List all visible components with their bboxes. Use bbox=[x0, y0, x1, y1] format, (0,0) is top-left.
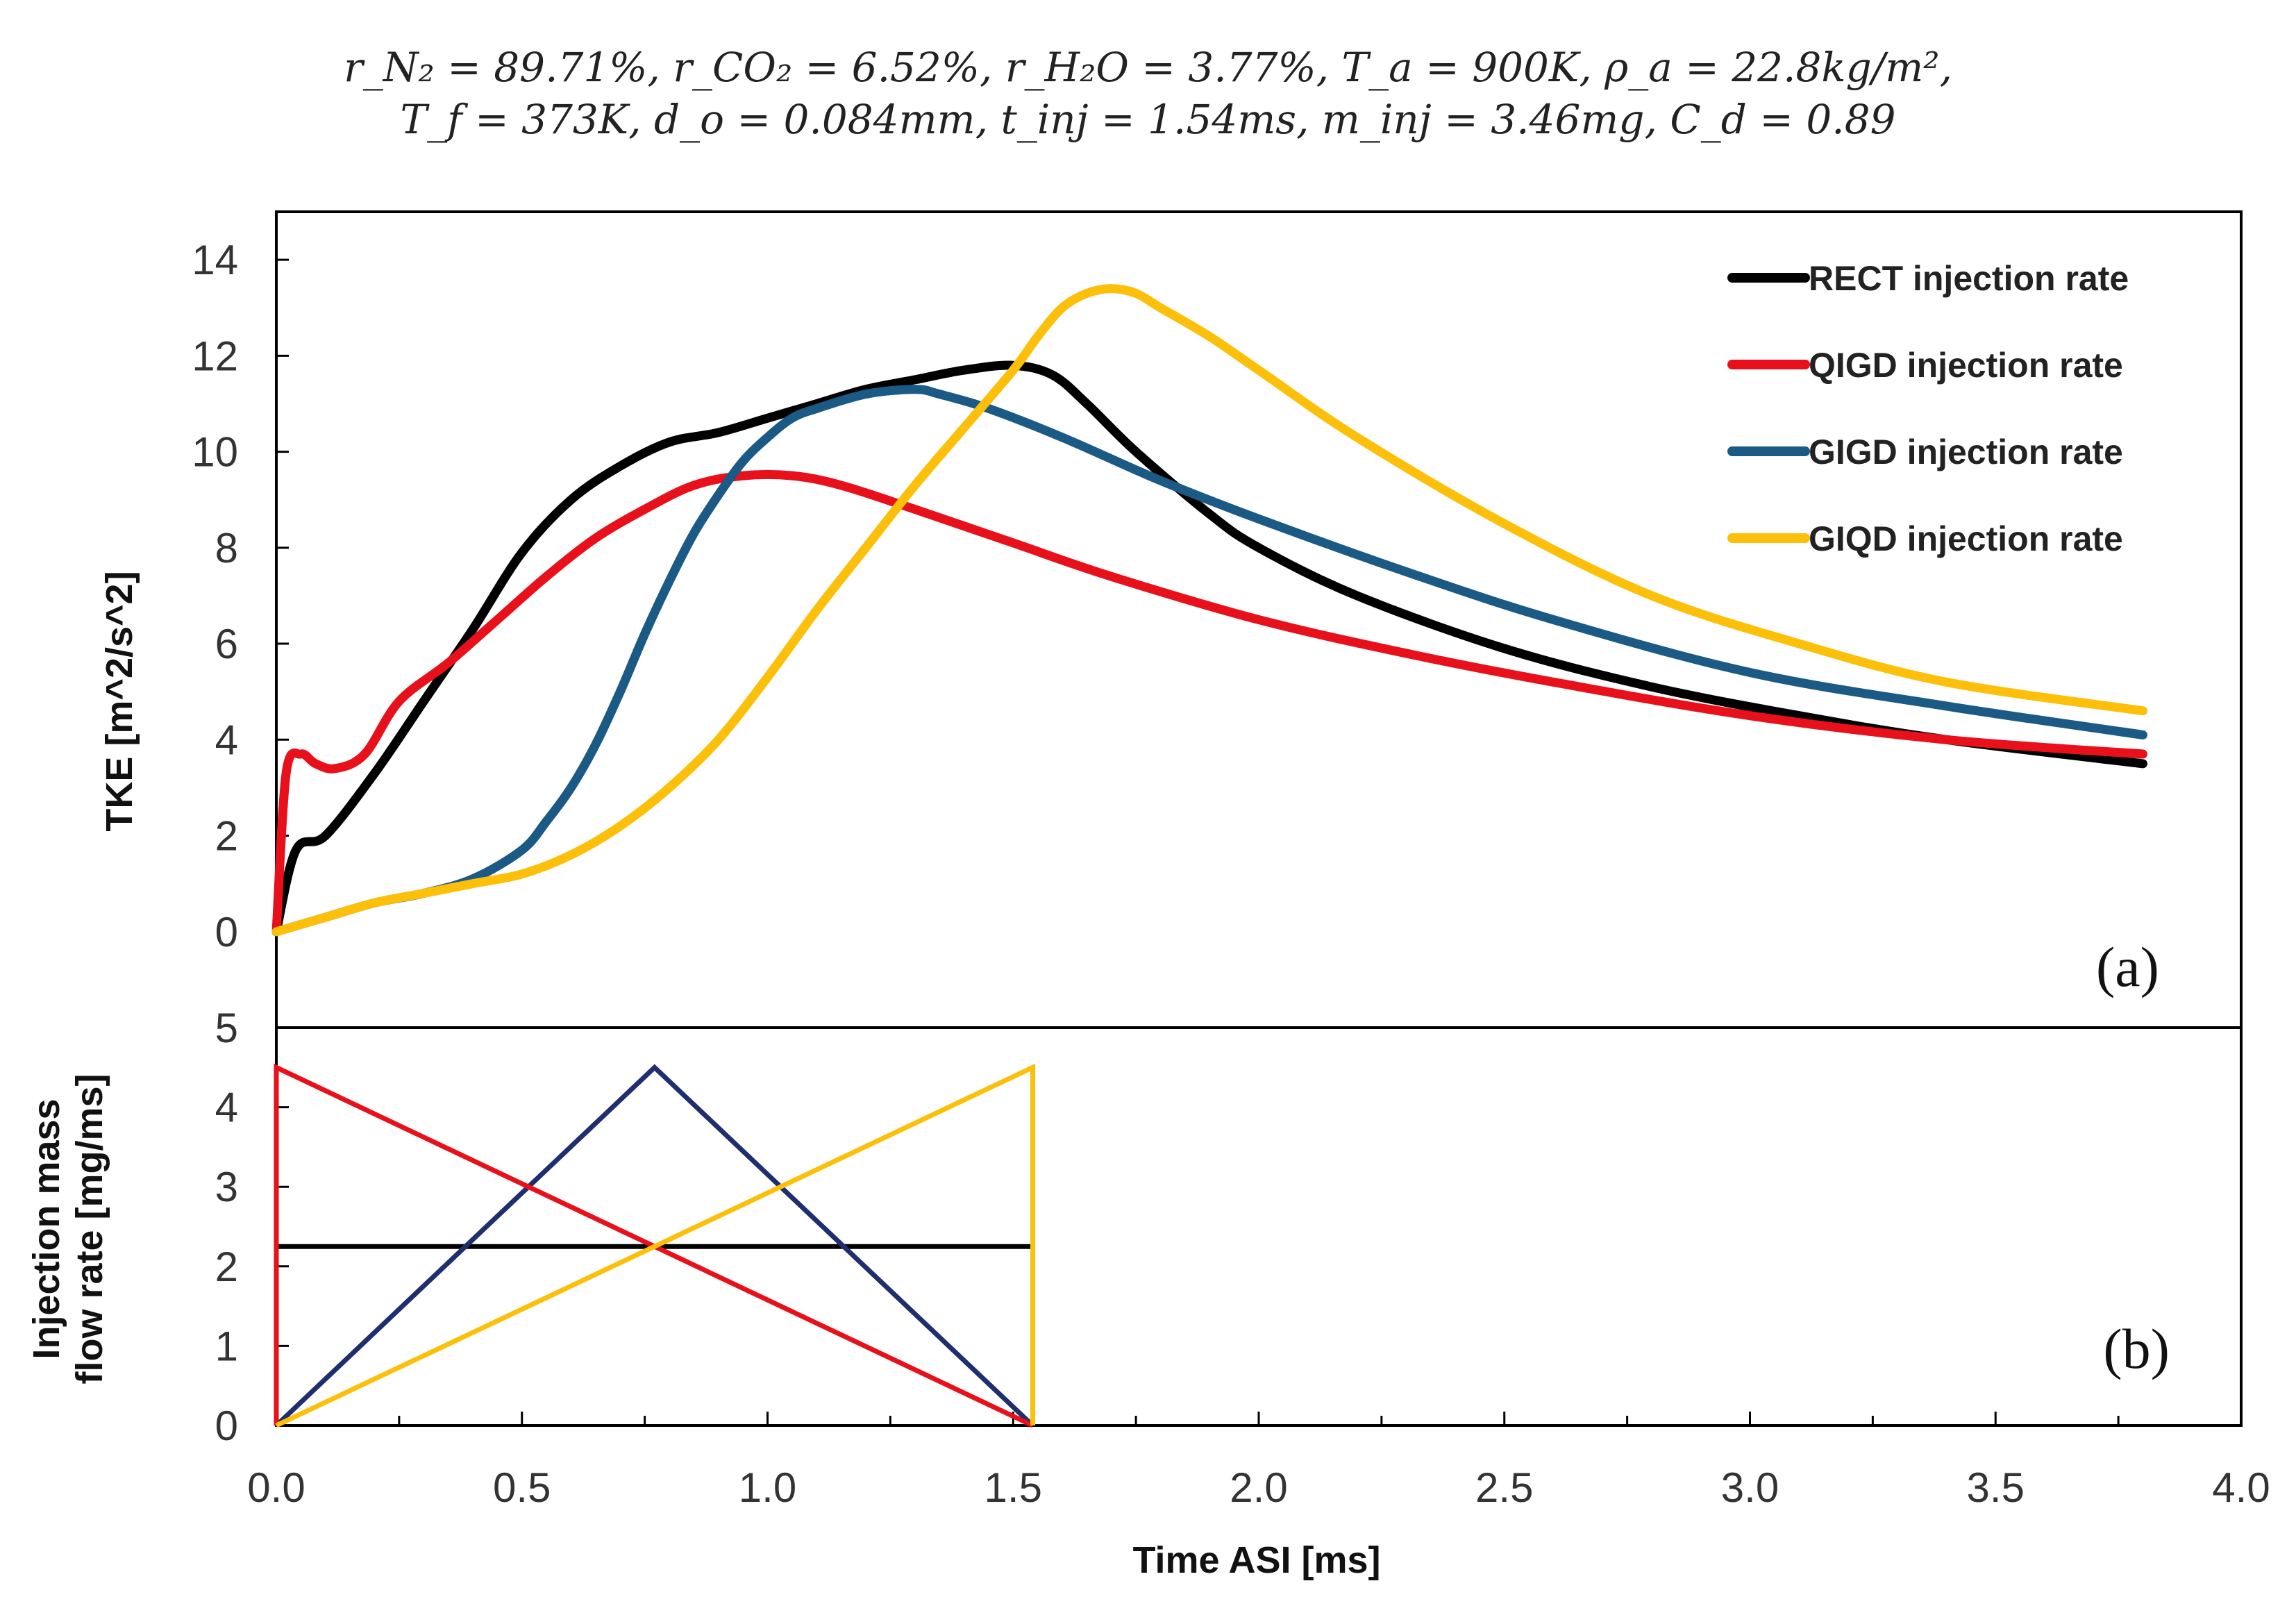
x-tick-label: 3.0 bbox=[1721, 1464, 1779, 1511]
series-qigd-rate-line bbox=[274, 1063, 1034, 1428]
panel-a-y-tick-label: 12 bbox=[192, 333, 238, 379]
panel-b-y-tick-label: 3 bbox=[215, 1164, 238, 1210]
x-tick-label: 4.0 bbox=[2212, 1464, 2270, 1511]
panel-a-y-tick-label: 0 bbox=[215, 909, 238, 955]
panel-b-frame bbox=[275, 1026, 2243, 1427]
panel-b-y-tick-label: 1 bbox=[215, 1323, 238, 1369]
parameter-header: r_N₂ = 89.71%, r_CO₂ = 6.52%, r_H₂O = 3.… bbox=[0, 42, 2296, 147]
panel-a-y-tick-label: 10 bbox=[192, 429, 238, 476]
panel-a-y-tick-label: 14 bbox=[192, 237, 238, 283]
x-tick-label: 0.5 bbox=[493, 1464, 551, 1511]
panel-a-y-tick-label: 2 bbox=[215, 813, 238, 860]
x-tick-label: 2.5 bbox=[1475, 1464, 1533, 1511]
panel-b-series bbox=[274, 1063, 1035, 1428]
panel-b-y-axis-title-line-2: flow rate [mg/ms] bbox=[69, 1073, 110, 1384]
x-tick-label: 2.0 bbox=[1230, 1464, 1287, 1511]
parameter-line-2: T_f = 373K, d_o = 0.084mm, t_inj = 1.54m… bbox=[400, 96, 1896, 144]
legend-label: GIGD injection rate bbox=[1809, 433, 2123, 471]
x-axis-title: Time ASI [ms] bbox=[1132, 1539, 1380, 1581]
series-giqd-rate-line bbox=[275, 1063, 1035, 1428]
panel-a-series bbox=[271, 284, 2147, 937]
x-tick-label: 1.0 bbox=[739, 1464, 796, 1511]
legend-label: RECT injection rate bbox=[1809, 259, 2129, 298]
panel-b-y-axis-title: Injection massflow rate [mg/ms] bbox=[26, 1073, 110, 1384]
panel-b-border bbox=[275, 1026, 2243, 1427]
x-tick-label: 0.0 bbox=[247, 1464, 305, 1511]
panel-b-y-axis-title-line-1: Injection mass bbox=[26, 1098, 67, 1359]
legend-label: QIGD injection rate bbox=[1809, 346, 2123, 385]
panel-a-y-tick-label: 6 bbox=[215, 621, 238, 667]
panel-b-y-tick-label: 4 bbox=[215, 1085, 238, 1131]
panel-b-y-tick-label: 5 bbox=[215, 1005, 238, 1051]
series-qigd-tke-line bbox=[271, 469, 2147, 937]
panel-a-y-tick-label: 4 bbox=[215, 717, 238, 763]
series-rect-rate-line bbox=[274, 1244, 1035, 1425]
series-giqd-tke-line bbox=[271, 284, 2147, 937]
panel-b-y-tick-label: 0 bbox=[215, 1403, 238, 1449]
legend-label: GIQD injection rate bbox=[1809, 519, 2123, 558]
panel-a-y-axis-title: TKE [m^2/s^2] bbox=[99, 571, 140, 831]
parameter-line-1: r_N₂ = 89.71%, r_CO₂ = 6.52%, r_H₂O = 3.… bbox=[344, 44, 1952, 91]
x-tick-label: 1.5 bbox=[984, 1464, 1042, 1511]
panel-a-y-tick-label: 8 bbox=[215, 525, 238, 571]
panel-b-label: (b) bbox=[2103, 1317, 2170, 1380]
panel-a-label: (a) bbox=[2096, 935, 2159, 998]
x-tick-label: 3.5 bbox=[1967, 1464, 2025, 1511]
series-gigd-rate-line bbox=[274, 1064, 1034, 1428]
legend: RECT injection rate QIGD injection rate GI… bbox=[1727, 259, 2129, 558]
series-gigd-tke-line bbox=[271, 385, 2147, 937]
panel-b-y-tick-label: 2 bbox=[215, 1244, 238, 1290]
